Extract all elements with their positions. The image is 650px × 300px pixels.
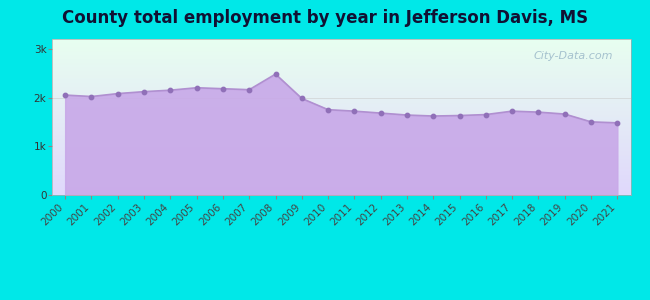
Point — [296, 96, 307, 101]
Point — [376, 111, 386, 116]
Point — [218, 86, 228, 91]
Text: City-Data.com: City-Data.com — [534, 52, 613, 61]
Point — [560, 112, 570, 116]
Point — [349, 109, 359, 113]
Point — [60, 93, 70, 98]
Point — [507, 109, 517, 113]
Point — [586, 119, 596, 124]
Point — [402, 112, 412, 117]
Point — [454, 113, 465, 118]
Point — [139, 89, 150, 94]
Point — [533, 110, 543, 115]
Point — [86, 94, 97, 99]
Point — [481, 112, 491, 117]
Point — [191, 85, 202, 90]
Point — [323, 107, 333, 112]
Text: County total employment by year in Jefferson Davis, MS: County total employment by year in Jeffe… — [62, 9, 588, 27]
Point — [165, 88, 176, 93]
Point — [112, 91, 123, 96]
Point — [244, 87, 254, 92]
Point — [428, 114, 439, 118]
Point — [612, 120, 623, 125]
Point — [270, 72, 281, 76]
